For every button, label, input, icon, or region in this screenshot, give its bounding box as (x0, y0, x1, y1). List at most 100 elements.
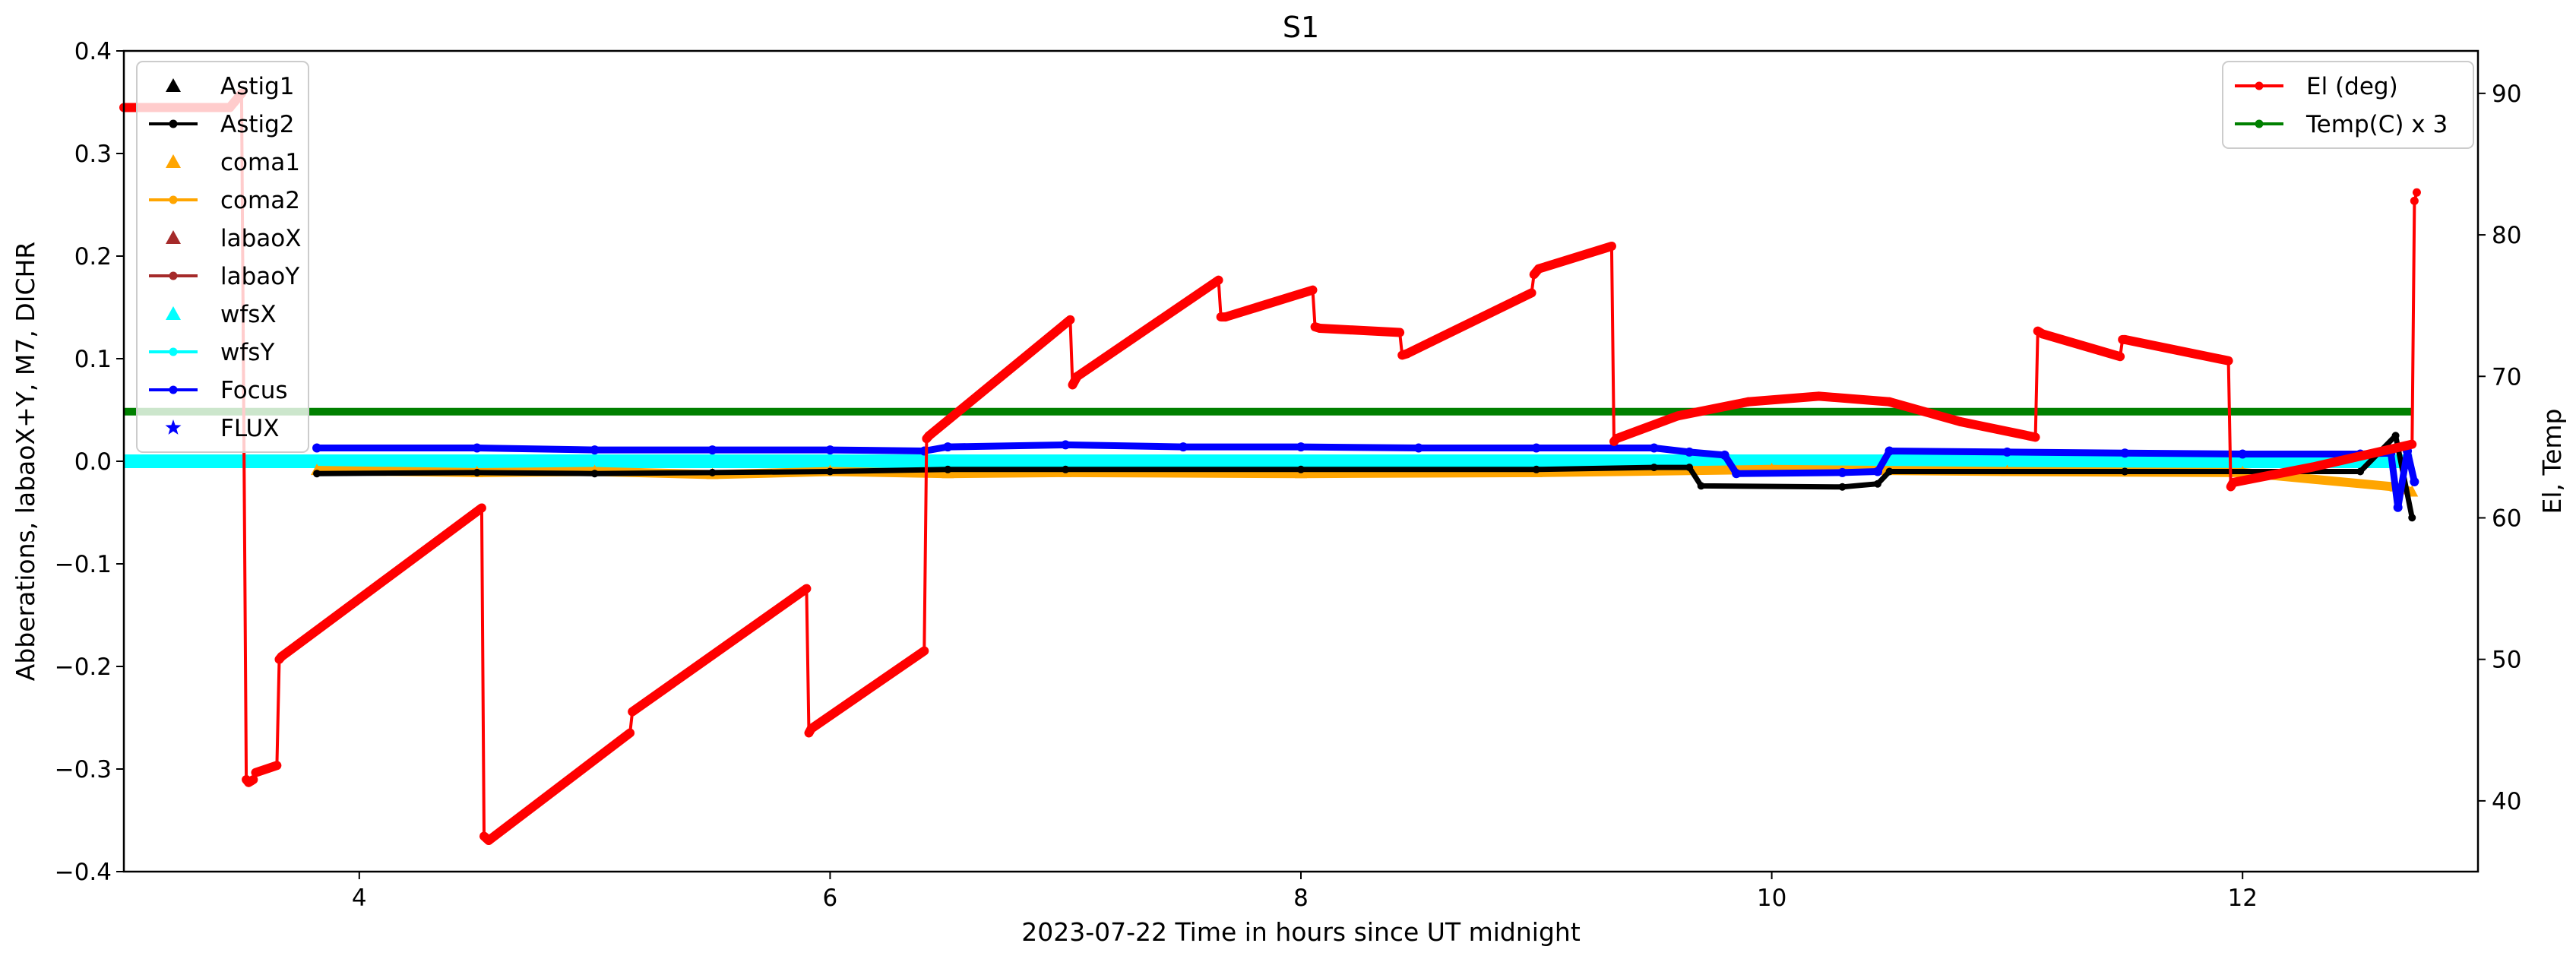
series-el-point (1530, 270, 1539, 279)
legend-left-entry-triangle-marker (166, 154, 181, 168)
series-el-point (2309, 462, 2318, 471)
series-el-dense-segment (924, 315, 1075, 441)
y-left-tick-label: 0.2 (74, 243, 112, 271)
series-el-point (1068, 380, 1077, 389)
series-focus-point (472, 443, 482, 453)
series-el-dense-segment (1743, 391, 1824, 407)
legend-left-entry-label: coma2 (220, 187, 300, 214)
y-left-tick-label: −0.3 (55, 756, 112, 783)
series-el-point (1315, 324, 1324, 333)
series-astig2-point (473, 468, 481, 476)
series-astig2-point (708, 468, 717, 476)
legend-left-entry-label: labaoY (220, 263, 299, 290)
series-focus-point (943, 442, 953, 452)
legend-left-entry-star-marker (165, 419, 182, 435)
series-el-point (919, 647, 929, 656)
legend-left-entry-label: Astig1 (220, 73, 295, 100)
y-right-tick-label: 70 (2492, 363, 2521, 391)
series-el-dense-segment (806, 646, 929, 733)
x-tick-label: 10 (1757, 885, 1786, 912)
series-el-point (625, 729, 635, 738)
series-el-point (251, 768, 260, 777)
series-astig2-point (2356, 467, 2365, 476)
legend-left-entry-label: coma1 (220, 149, 300, 176)
series-focus-point (590, 445, 600, 455)
legend-left-entry-triangle-marker (166, 230, 181, 244)
legend-left-entry-label: Astig2 (220, 111, 295, 138)
series-astig2-point (1874, 480, 1882, 488)
series-focus-point (707, 445, 717, 455)
series-el-point (1221, 312, 1230, 321)
series-astig2-point (1885, 467, 1894, 476)
y-left-tick-label: 0.1 (74, 346, 112, 373)
series-focus-point (1885, 446, 1894, 456)
y-left-tick-label: −0.2 (55, 654, 112, 681)
series-astig2-point (1532, 465, 1540, 473)
legend-left-entry-box (136, 61, 309, 453)
series-astig2-point (313, 470, 321, 478)
series-el-dense-segment (2228, 462, 2318, 487)
series-el-point (2116, 352, 2125, 361)
series-el-dense-segment (1673, 397, 1753, 421)
series-el-point (2120, 335, 2129, 344)
ticks-layer: 4 6 8 10 12 −0.4 −0.3 −0.2 −0.1 0.0 0.1 0.2 0.3 0.4 40… (55, 38, 2522, 912)
series-el-point (2412, 188, 2421, 197)
legend-right-entry-dot-marker (2255, 119, 2264, 128)
series-focus-point (1720, 450, 1729, 460)
legend-left-entry-label: wfsY (220, 339, 274, 366)
legend-right-entry-box (2222, 61, 2474, 149)
series-el-dense-segment (484, 728, 635, 846)
legend-left-entry-label: FLUX (220, 415, 280, 442)
legend-left-entry-label: Focus (220, 377, 288, 404)
legend-left-entry-dot-marker (169, 385, 178, 394)
chart-title: S1 (1283, 11, 1319, 44)
y-axis-label-right: El, Temp (2537, 409, 2567, 514)
y-left-tick-label: −0.4 (55, 859, 112, 886)
legend-right: El (deg) Temp(C) x 3 (2222, 61, 2474, 149)
y-right-tick-label: 60 (2492, 505, 2521, 532)
series-astig2-point (1650, 464, 1658, 472)
series-el-point (1885, 397, 1894, 407)
series-el-point (1607, 242, 1616, 251)
series-el-dense-segment (1315, 323, 1405, 337)
series-el-point (477, 503, 486, 512)
series-astig2-point (826, 467, 834, 476)
series-el-point (2410, 196, 2419, 205)
legend-left-entry-label: labaoX (220, 225, 302, 252)
legend-left: Astig1 Astig2 coma1 coma2 labaoX labaoY wfsX wf… (136, 61, 309, 453)
legend-left-entry-dot-marker (169, 347, 178, 356)
y-left-tick-label: 0.4 (74, 38, 112, 65)
series-astig2-point (1685, 464, 1694, 472)
series-focus-point (312, 443, 322, 453)
series-el-point (1308, 286, 1317, 295)
legend-left-entry-label: wfsX (220, 301, 277, 328)
y-axis-label-left: Abberations, labaoX+Y, M7, DICHR (11, 242, 40, 681)
series-focus-point (1061, 440, 1071, 450)
series-astig2-point (2408, 514, 2416, 522)
series-el-point (1402, 349, 1411, 358)
series-el-point (1815, 391, 1824, 400)
series-el-dense-segment (628, 584, 812, 717)
series-el-point (1214, 276, 1223, 285)
series-el-dense-segment (1885, 397, 1965, 426)
series-astig2-point (1297, 465, 1305, 473)
x-tick-label: 4 (352, 885, 367, 912)
x-tick-label: 6 (823, 885, 838, 912)
series-el-point (2038, 329, 2047, 338)
y-left-tick-label: 0.0 (74, 448, 112, 476)
series-focus-point (1531, 443, 1541, 453)
series-astig2-point (1838, 483, 1847, 491)
series-focus-point (2410, 477, 2419, 486)
series-focus-point (1873, 467, 1883, 476)
y-right-tick-label: 50 (2492, 647, 2521, 674)
series-astig2-point (590, 470, 599, 478)
x-axis-label: 2023-07-22 Time in hours since UT midnig… (1021, 917, 1581, 947)
series-el-point (484, 836, 493, 845)
x-tick-label: 8 (1293, 885, 1309, 912)
legend-right-entry-dot-marker (2255, 81, 2264, 90)
series-astig2-point (2391, 432, 2400, 440)
series-focus-point (2393, 502, 2403, 512)
series-el-point (1673, 411, 1682, 420)
plot-frame (122, 49, 2479, 873)
